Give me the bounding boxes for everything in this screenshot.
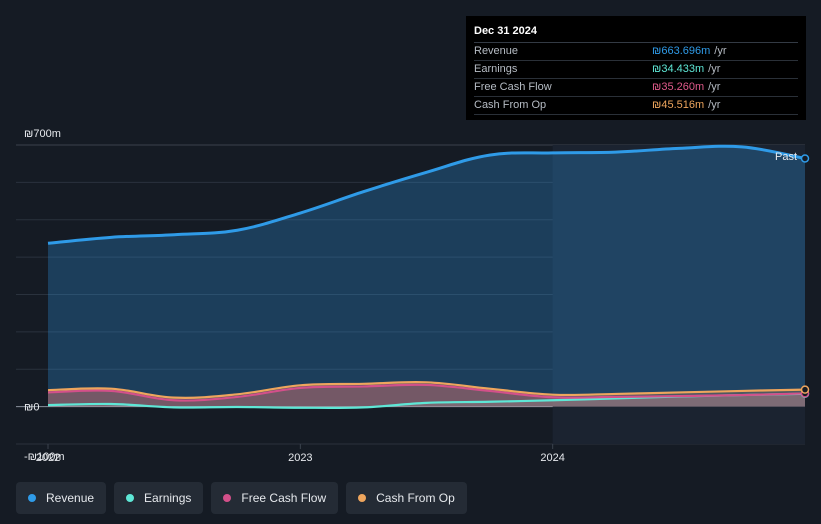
legend-label: Revenue [46, 491, 95, 505]
legend-label: Cash From Op [376, 491, 455, 505]
x-tick-label: 2022 [36, 452, 60, 464]
past-label: Past [775, 151, 797, 163]
y-axis-labels: ₪700m ₪0 -₪100m [24, 128, 65, 463]
legend-dot-icon [28, 494, 36, 502]
legend-item-revenue[interactable]: Revenue [16, 482, 107, 514]
tooltip-label: Free Cash Flow [474, 81, 552, 93]
tooltip-row-free-cash-flow: Free Cash Flow ₪35.260m /yr [474, 79, 798, 97]
y-tick-label: ₪700m [24, 128, 61, 140]
tooltip-value: ₪45.516m [652, 99, 705, 111]
tooltip-label: Cash From Op [474, 99, 547, 111]
legend-item-cash-from-op[interactable]: Cash From Op [346, 482, 467, 514]
tooltip-row-earnings: Earnings ₪34.433m /yr [474, 61, 798, 79]
tooltip-label: Earnings [474, 63, 518, 75]
marker-cash-from-op [800, 385, 810, 394]
x-axis-labels: 2022 2023 2024 [36, 444, 565, 464]
tooltip-value: ₪34.433m [652, 63, 705, 75]
tooltip-value: ₪35.260m [652, 81, 705, 93]
tooltip-date: Dec 31 2024 [474, 24, 798, 43]
tooltip-label: Revenue [474, 45, 519, 57]
line-revenue [47, 144, 806, 245]
tooltip-unit: /yr [708, 99, 721, 111]
legend-dot-icon [126, 494, 135, 502]
legend-dot-icon [223, 494, 232, 502]
line-free-cash-flow [47, 383, 806, 402]
legend-label: Free Cash Flow [241, 491, 327, 505]
tooltip-unit: /yr [714, 45, 727, 57]
legend-item-free-cash-flow[interactable]: Free Cash Flow [211, 482, 339, 514]
area-cash-from-op [48, 382, 805, 407]
tooltip-row-revenue: Revenue ₪663.696m /yr [474, 43, 798, 61]
marker-revenue [800, 154, 810, 163]
tooltip-unit: /yr [708, 63, 721, 75]
x-tick-label: 2023 [288, 452, 312, 464]
series-areas [48, 146, 805, 408]
line-cash-from-op [47, 381, 806, 399]
chart-legend: Revenue Earnings Free Cash Flow Cash Fro… [16, 482, 467, 514]
x-tick-label: 2024 [540, 452, 564, 464]
tooltip-unit: /yr [708, 81, 721, 93]
area-free-cash-flow [48, 384, 805, 407]
end-markers [800, 154, 810, 399]
tooltip-row-cash-from-op: Cash From Op ₪45.516m /yr [474, 97, 798, 115]
y-tick-label: -₪100m [24, 451, 65, 463]
series-lines [47, 144, 806, 410]
data-tooltip: Dec 31 2024 Revenue ₪663.696m /yr Earnin… [466, 16, 806, 120]
area-earnings [48, 393, 805, 408]
legend-dot-icon [358, 494, 367, 502]
legend-label: Earnings [144, 491, 192, 505]
legend-item-earnings[interactable]: Earnings [114, 482, 204, 514]
y-tick-label: ₪0 [24, 402, 39, 414]
area-revenue [48, 146, 805, 407]
tooltip-value: ₪663.696m [652, 45, 711, 57]
